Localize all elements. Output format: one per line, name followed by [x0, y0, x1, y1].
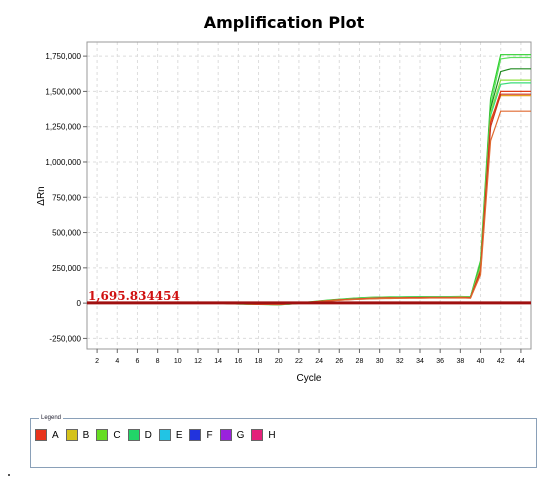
legend-swatch	[35, 429, 47, 441]
amplification-curve-4	[87, 79, 531, 306]
legend-swatch	[219, 429, 232, 441]
y-axis-label: ΔRn	[36, 186, 47, 205]
y-tick-label: 1,500,000	[45, 87, 81, 96]
amplification-curve-3	[87, 68, 531, 306]
legend-caption: Legend	[39, 413, 64, 423]
x-tick-label: 20	[275, 358, 283, 365]
x-tick-label: 40	[477, 358, 485, 365]
y-tick-label: 250,000	[52, 264, 81, 273]
x-tick-label: 22	[295, 358, 303, 365]
x-tick-label: 26	[335, 358, 343, 365]
x-tick-label: 42	[497, 358, 505, 365]
y-tick-label: 0	[77, 299, 82, 308]
chart-title: Amplification Plot	[204, 13, 365, 32]
legend-item-f[interactable]: F	[189, 429, 213, 441]
x-tick-label: 10	[174, 358, 182, 365]
x-tick-label: 38	[456, 358, 464, 365]
y-tick-label: 750,000	[52, 193, 81, 202]
series-lines	[87, 54, 531, 306]
x-tick-label: 16	[234, 358, 242, 365]
x-tick-label: 28	[356, 358, 364, 365]
x-tick-label: 6	[136, 358, 140, 365]
stray-dot	[8, 474, 10, 476]
legend-item-e[interactable]: E	[158, 429, 183, 441]
legend-label: B	[82, 429, 90, 441]
legend-item-h[interactable]: H	[251, 429, 276, 441]
x-tick-label: 2	[95, 358, 99, 365]
legend-label: E	[175, 429, 183, 441]
legend-swatch	[251, 429, 264, 441]
legend-item-b[interactable]: B	[65, 429, 90, 441]
x-tick-label: 14	[214, 358, 222, 365]
amplification-chart: Amplification Plot -250,000 0 250,000 500,0…	[36, 13, 532, 384]
legend-label: A	[52, 429, 59, 441]
legend-item-c[interactable]: C	[96, 429, 121, 441]
amplification-curve-8	[87, 93, 531, 306]
legend-item-d[interactable]: D	[127, 429, 152, 441]
x-axis-ticks: 2 4 6 8 10 12 14 16 18 20 22 24 26 28 30 32 34 36 38 40 42 44	[95, 349, 525, 365]
y-axis-ticks: -250,000 0 250,000 500,000 750,000 1,000,000 1…	[45, 52, 87, 343]
legend-label: C	[113, 429, 121, 441]
x-tick-label: 30	[376, 358, 384, 365]
plot-frame	[86, 41, 532, 350]
amplification-curve-1	[87, 54, 531, 306]
x-tick-label: 4	[115, 358, 119, 365]
x-axis-label: Cycle	[296, 373, 321, 384]
amplification-curve-9	[87, 110, 531, 306]
legend-swatch	[96, 429, 109, 441]
legend-swatch	[189, 429, 202, 441]
legend-label: H	[268, 429, 276, 441]
x-tick-label: 24	[315, 358, 323, 365]
legend-item-a[interactable]: A	[35, 429, 59, 441]
legend-label: D	[144, 429, 152, 441]
legend: Legend A B C D E F G H	[30, 413, 537, 468]
legend-swatch	[158, 429, 171, 441]
x-tick-label: 18	[255, 358, 263, 365]
x-tick-label: 44	[517, 358, 525, 365]
legend-label: F	[206, 429, 213, 441]
legend-label: G	[236, 429, 245, 441]
x-tick-label: 8	[156, 358, 160, 365]
legend-item-g[interactable]: G	[219, 429, 245, 441]
amplification-curve-7	[87, 90, 531, 306]
x-tick-label: 36	[436, 358, 444, 365]
x-tick-label: 32	[396, 358, 404, 365]
amplification-curve-5	[87, 82, 531, 306]
x-tick-label: 12	[194, 358, 202, 365]
y-tick-label: 1,750,000	[45, 52, 81, 61]
legend-swatch	[65, 429, 78, 441]
threshold-label: 1,695.834454	[88, 289, 180, 303]
legend-swatch	[127, 429, 140, 441]
y-tick-label: 500,000	[52, 229, 81, 238]
legend-items: A B C D E F G H	[35, 429, 283, 441]
y-tick-label: -250,000	[49, 334, 81, 343]
y-tick-label: 1,000,000	[45, 158, 81, 167]
y-tick-label: 1,250,000	[45, 123, 81, 132]
x-tick-label: 34	[416, 358, 424, 365]
